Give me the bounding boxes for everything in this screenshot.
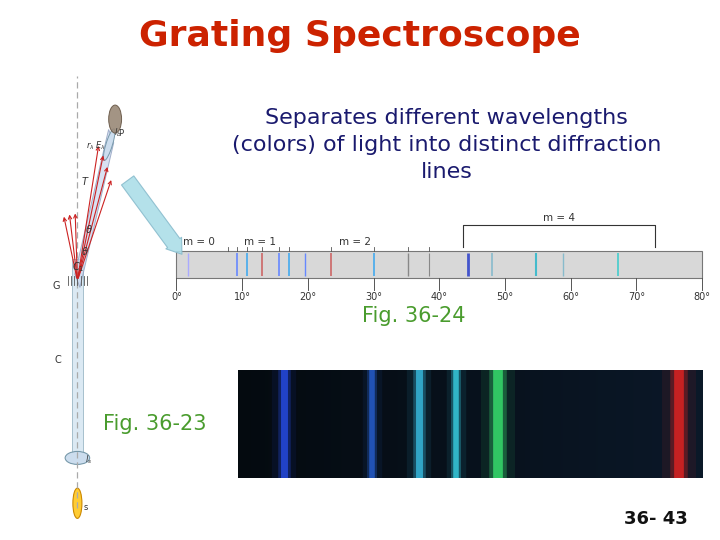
- Text: 70°: 70°: [628, 292, 645, 302]
- Polygon shape: [75, 130, 114, 287]
- Text: 30°: 30°: [365, 292, 382, 302]
- Text: m = 0: m = 0: [183, 237, 215, 247]
- Text: P: P: [118, 130, 123, 138]
- Text: Grating Spectroscope: Grating Spectroscope: [139, 19, 581, 53]
- Text: 10°: 10°: [233, 292, 251, 302]
- Text: m = 2: m = 2: [339, 237, 371, 247]
- Text: $\theta$: $\theta$: [81, 245, 89, 257]
- Text: $T$: $T$: [81, 175, 90, 187]
- Ellipse shape: [65, 451, 90, 464]
- Text: C: C: [55, 355, 62, 365]
- Text: 40°: 40°: [431, 292, 448, 302]
- Ellipse shape: [109, 105, 122, 133]
- Text: $C_1$: $C_1$: [72, 260, 85, 274]
- Text: Separates different wavelengths
(colors) of light into distinct diffraction
line: Separates different wavelengths (colors)…: [232, 108, 661, 183]
- Bar: [71, 259, 84, 454]
- Text: s: s: [84, 503, 89, 512]
- Text: $\theta$: $\theta$: [85, 223, 93, 235]
- Text: Fig. 36-24: Fig. 36-24: [362, 306, 466, 326]
- Text: $r_\lambda$: $r_\lambda$: [86, 140, 94, 152]
- Text: 50°: 50°: [496, 292, 513, 302]
- Text: m = 4: m = 4: [543, 213, 575, 223]
- Text: 60°: 60°: [562, 292, 579, 302]
- Text: 0°: 0°: [171, 292, 182, 302]
- Text: m = 1: m = 1: [245, 237, 276, 247]
- Text: $l_b$: $l_b$: [114, 127, 122, 139]
- Text: $l_s$: $l_s$: [85, 453, 92, 465]
- Text: Fig. 36-23: Fig. 36-23: [103, 414, 207, 434]
- Text: 20°: 20°: [300, 292, 316, 302]
- Bar: [176, 251, 702, 278]
- Text: 36- 43: 36- 43: [624, 510, 688, 528]
- Text: $E_\lambda$: $E_\lambda$: [94, 139, 105, 152]
- Ellipse shape: [104, 129, 115, 160]
- Text: 80°: 80°: [693, 292, 711, 302]
- Text: G: G: [53, 281, 60, 292]
- Circle shape: [73, 488, 82, 518]
